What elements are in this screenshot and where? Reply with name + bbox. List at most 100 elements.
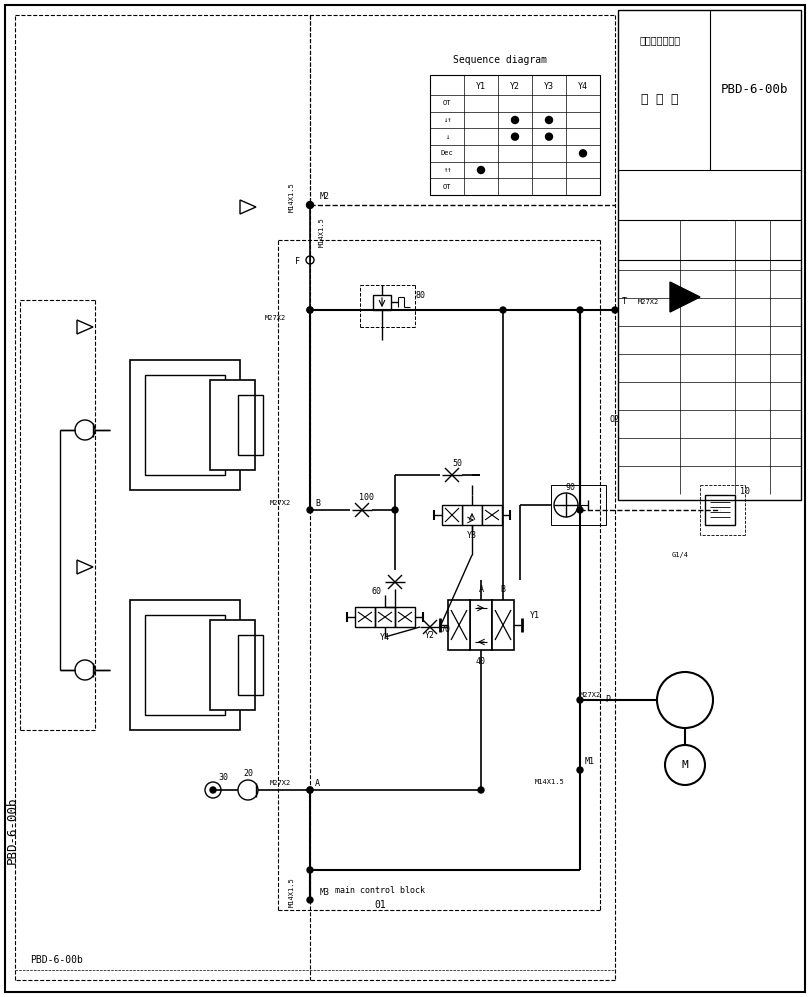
Text: F: F xyxy=(295,257,300,266)
Bar xyxy=(238,635,263,695)
Text: G1/4: G1/4 xyxy=(672,552,689,558)
Circle shape xyxy=(392,507,398,513)
Circle shape xyxy=(546,117,552,124)
Text: M14X1.5: M14X1.5 xyxy=(319,217,325,247)
Circle shape xyxy=(210,787,216,793)
Circle shape xyxy=(612,307,618,313)
Circle shape xyxy=(307,307,313,313)
Circle shape xyxy=(512,134,518,141)
Text: Y2: Y2 xyxy=(425,630,435,639)
Bar xyxy=(462,505,482,525)
Text: 100: 100 xyxy=(359,494,375,502)
Text: 70: 70 xyxy=(440,625,450,634)
Text: M27X2: M27X2 xyxy=(269,500,290,506)
Text: 01: 01 xyxy=(374,900,386,910)
Circle shape xyxy=(577,507,583,513)
Circle shape xyxy=(307,307,313,313)
Circle shape xyxy=(307,897,313,903)
Bar xyxy=(448,600,470,650)
Circle shape xyxy=(577,767,583,773)
Bar xyxy=(442,505,462,525)
Text: O2: O2 xyxy=(610,416,620,425)
Text: M27X2: M27X2 xyxy=(264,315,285,321)
Circle shape xyxy=(307,787,313,793)
Bar xyxy=(430,75,600,195)
Circle shape xyxy=(577,697,583,703)
Text: M14X1.5: M14X1.5 xyxy=(289,877,295,907)
Text: M3: M3 xyxy=(320,887,330,896)
Text: P: P xyxy=(605,696,610,705)
Bar xyxy=(482,505,502,525)
Text: Y4: Y4 xyxy=(380,632,390,641)
Text: main control block: main control block xyxy=(335,885,425,894)
Text: PBD-6-00b: PBD-6-00b xyxy=(30,955,83,965)
Text: 原 理 图: 原 理 图 xyxy=(642,94,679,107)
Text: A: A xyxy=(315,779,320,788)
Bar xyxy=(375,607,395,627)
Text: OT: OT xyxy=(443,101,451,107)
Bar xyxy=(210,620,255,710)
Bar xyxy=(210,380,255,470)
Text: 20: 20 xyxy=(243,770,253,779)
Text: T: T xyxy=(622,297,627,306)
Circle shape xyxy=(307,787,313,793)
Bar xyxy=(130,600,240,730)
Text: M27X2: M27X2 xyxy=(638,299,659,305)
Circle shape xyxy=(307,867,313,873)
Text: 80: 80 xyxy=(415,290,425,299)
Text: M14X1.5: M14X1.5 xyxy=(535,779,565,785)
Circle shape xyxy=(580,150,586,157)
Bar xyxy=(395,607,415,627)
Circle shape xyxy=(478,166,484,173)
Bar xyxy=(618,10,801,500)
Text: Y4: Y4 xyxy=(578,83,588,92)
Text: B: B xyxy=(315,498,320,507)
Bar xyxy=(355,607,375,627)
Text: M1: M1 xyxy=(585,758,595,767)
Text: ↓↑: ↓↑ xyxy=(443,117,451,123)
Text: ↑↑: ↑↑ xyxy=(443,167,451,173)
Text: Dec: Dec xyxy=(440,151,453,157)
Text: M2: M2 xyxy=(320,192,330,201)
Text: PBD-6-00b: PBD-6-00b xyxy=(721,84,789,97)
Bar xyxy=(492,600,514,650)
Circle shape xyxy=(546,134,552,141)
Text: M27X2: M27X2 xyxy=(269,780,290,786)
Polygon shape xyxy=(670,282,700,312)
Circle shape xyxy=(307,201,314,208)
Text: M14X1.5: M14X1.5 xyxy=(289,182,295,212)
Text: Y1: Y1 xyxy=(476,83,486,92)
Bar xyxy=(145,615,225,715)
Bar xyxy=(238,395,263,455)
Text: PBD-6-00b: PBD-6-00b xyxy=(6,797,19,863)
Text: M: M xyxy=(684,694,692,707)
Text: 90: 90 xyxy=(566,483,576,492)
Bar xyxy=(551,485,606,525)
Circle shape xyxy=(577,307,583,313)
Bar xyxy=(373,295,391,310)
Text: 折弯机液压系统: 折弯机液压系统 xyxy=(639,35,680,45)
Text: Y3: Y3 xyxy=(544,83,554,92)
Bar xyxy=(470,600,492,650)
Text: Y3: Y3 xyxy=(467,530,477,539)
Text: A: A xyxy=(478,585,483,594)
Text: M27X2: M27X2 xyxy=(579,692,601,698)
Bar xyxy=(145,375,225,475)
Bar xyxy=(705,495,735,525)
Text: 10: 10 xyxy=(740,488,750,497)
Text: B: B xyxy=(500,585,505,594)
Circle shape xyxy=(478,787,484,793)
Bar xyxy=(130,360,240,490)
Text: Y2: Y2 xyxy=(510,83,520,92)
Text: ↓: ↓ xyxy=(445,134,449,140)
Text: Y1: Y1 xyxy=(530,610,540,619)
Text: 30: 30 xyxy=(218,774,228,783)
Text: 50: 50 xyxy=(452,459,462,468)
Circle shape xyxy=(307,507,313,513)
Circle shape xyxy=(500,307,506,313)
Text: OT: OT xyxy=(443,183,451,189)
Circle shape xyxy=(512,117,518,124)
Text: 60: 60 xyxy=(372,587,382,596)
Text: 40: 40 xyxy=(476,657,486,667)
Text: M: M xyxy=(681,760,689,770)
